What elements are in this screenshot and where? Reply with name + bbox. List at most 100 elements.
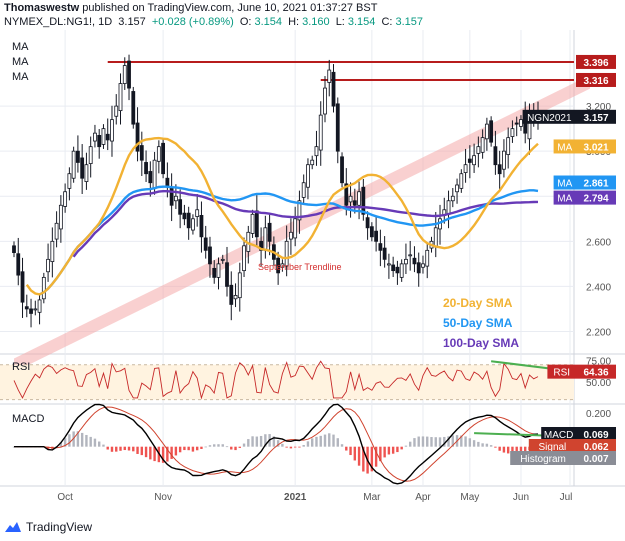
macd-histogram-bar (374, 446, 378, 467)
macd-histogram-bar (200, 446, 203, 449)
macd-histogram-bar (438, 437, 442, 447)
candle-body (220, 258, 225, 261)
ohlc-open: 3.154 (254, 16, 283, 28)
candle-body (382, 247, 387, 260)
price-tag-3-label-bg (553, 139, 576, 154)
macd-histogram-bar (140, 446, 144, 456)
candle-body (50, 240, 55, 263)
sma100-line (72, 190, 539, 258)
candle-body (421, 263, 425, 268)
candle-body (41, 276, 46, 300)
candle-body (463, 164, 468, 173)
macd-histogram-bar (298, 446, 301, 448)
candle-body (391, 264, 396, 272)
macd-histogram-bar (166, 446, 169, 462)
macd-tag-1-label: Signal (538, 442, 566, 453)
macd-histogram-bar (170, 446, 173, 459)
macd-histogram-bar (524, 446, 527, 454)
macd-line (14, 403, 539, 485)
price-tag-5: MA 2.794 (553, 190, 616, 205)
candle-body (71, 150, 76, 179)
macd-histogram-bar (76, 431, 80, 447)
candle-body (327, 69, 332, 83)
candle-body (203, 237, 208, 251)
macd-histogram-bar (119, 446, 122, 451)
candle-body (280, 263, 285, 268)
macd-histogram-bar (362, 446, 365, 472)
macd-histogram-bar (136, 446, 139, 454)
macd-histogram-bar (247, 439, 250, 447)
time-tick-label: Apr (415, 492, 431, 503)
macd-histogram-bar (494, 446, 497, 448)
macd-histogram-bar (102, 444, 105, 447)
price-tag-4-value-bg (576, 175, 616, 190)
candle-body (58, 204, 63, 230)
price-tag-0: 3.396 (576, 54, 616, 69)
sma50-line (39, 185, 539, 296)
macd-histogram-bar (468, 438, 472, 447)
macd-histogram-bar (477, 441, 480, 447)
candle-body (493, 146, 498, 166)
macd-tag-0: MACD 0.069 (541, 427, 616, 441)
price-tag-2-label: NGN2021 (527, 113, 572, 124)
macd-histogram-bar (434, 437, 437, 447)
candle-body (131, 91, 136, 125)
candle-body (122, 65, 127, 84)
macd-histogram-bar (259, 435, 263, 447)
september-trendline-band (14, 75, 590, 373)
candle-body (54, 222, 59, 240)
rsi-tag-value-bg (576, 364, 616, 379)
rsi-band (0, 364, 574, 400)
candle-body (348, 195, 353, 203)
time-tick-label: Oct (57, 492, 73, 503)
macd-tag-2-value: 0.007 (583, 454, 608, 465)
candle-body (208, 246, 212, 265)
moving-averages (25, 136, 539, 296)
time-tick-label: Mar (363, 492, 381, 503)
candle-body (472, 155, 476, 166)
macd-tick-label: 0.200 (586, 409, 611, 420)
macd-histogram-bar (115, 446, 118, 452)
macd-histogram-bar (511, 446, 514, 454)
rsi-tag-value: 64.36 (583, 368, 608, 379)
candle-body (127, 60, 131, 89)
time-tick-label: Nov (154, 492, 172, 503)
price-tag-4: MA 2.861 (553, 175, 616, 190)
ohlc-close: 3.157 (395, 16, 423, 28)
candle-body (297, 200, 302, 221)
macd-histogram-bar (132, 446, 135, 452)
candle-body (191, 218, 195, 231)
macd-histogram-bar (502, 446, 506, 453)
candle-body (289, 231, 293, 240)
time-tick-label: May (460, 492, 479, 503)
macd-histogram-bar (506, 446, 510, 454)
chart-grid (0, 30, 625, 487)
candle-body (476, 146, 481, 154)
macd-histogram-bar (183, 446, 186, 451)
macd-histogram-bar (255, 436, 259, 447)
rsi-label: RSI (12, 361, 30, 373)
macd-histogram-bar (178, 446, 182, 453)
macd-histogram-bar (276, 440, 280, 447)
candle-body (335, 103, 340, 152)
candle-body (88, 146, 93, 164)
candle-body (148, 171, 153, 184)
macd-histogram-bar (391, 446, 395, 454)
ohlc-low-label: L: (335, 16, 345, 28)
candle-body (378, 243, 383, 251)
candle-body (195, 209, 200, 217)
macd-histogram-bar (451, 435, 454, 447)
macd-tag-2: Histogram 0.007 (510, 451, 616, 465)
macd-histogram-bar (149, 446, 152, 460)
rsi-tag-label: RSI (553, 368, 570, 379)
macd-tag-1-label-bg (528, 439, 576, 453)
macd-histogram-bar (400, 446, 403, 450)
macd-tag-2-label: Histogram (520, 454, 566, 465)
brand-name: TradingView (26, 520, 93, 534)
price-tag-0-value-bg (576, 54, 616, 69)
macd-histogram-bar (315, 436, 318, 447)
price-tag-4-label: MA (557, 179, 572, 190)
macd-histogram-bar (306, 441, 310, 447)
candle-body (110, 119, 114, 142)
